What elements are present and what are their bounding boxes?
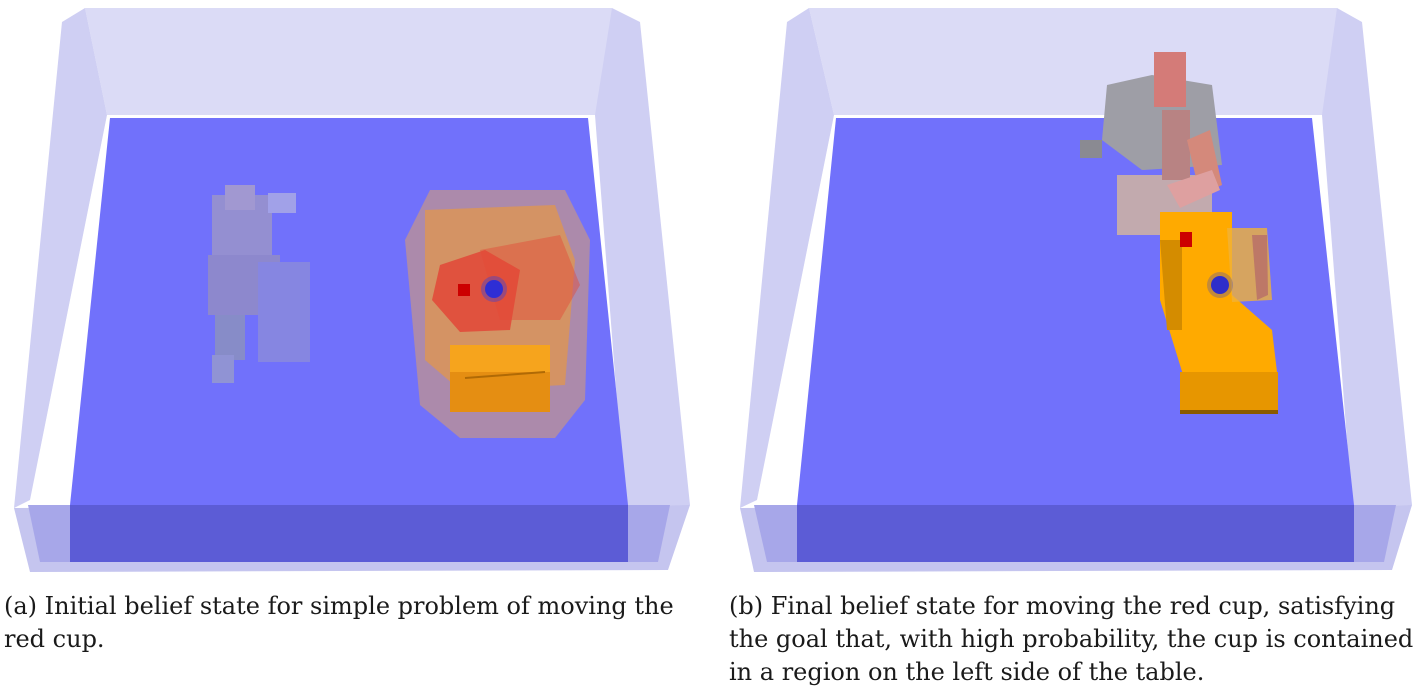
red-cup-icon (432, 235, 580, 332)
caption-a: (a) Initial belief state for simple prob… (4, 592, 674, 653)
robot-arm-icon (208, 185, 310, 383)
panel-b: (b) Final belief state for moving the re… (712, 0, 1425, 692)
blue-cup-icon (481, 276, 507, 302)
table (754, 118, 1396, 562)
scene-b-render (740, 8, 1412, 572)
panel-a: (a) Initial belief state for simple prob… (0, 0, 712, 692)
caption-b: (b) Final belief state for moving the re… (729, 592, 1414, 686)
scene-a-render (14, 8, 690, 572)
red-cup-icon (1180, 232, 1192, 247)
blue-cup-icon (1207, 272, 1233, 298)
cabinet (1160, 212, 1278, 414)
